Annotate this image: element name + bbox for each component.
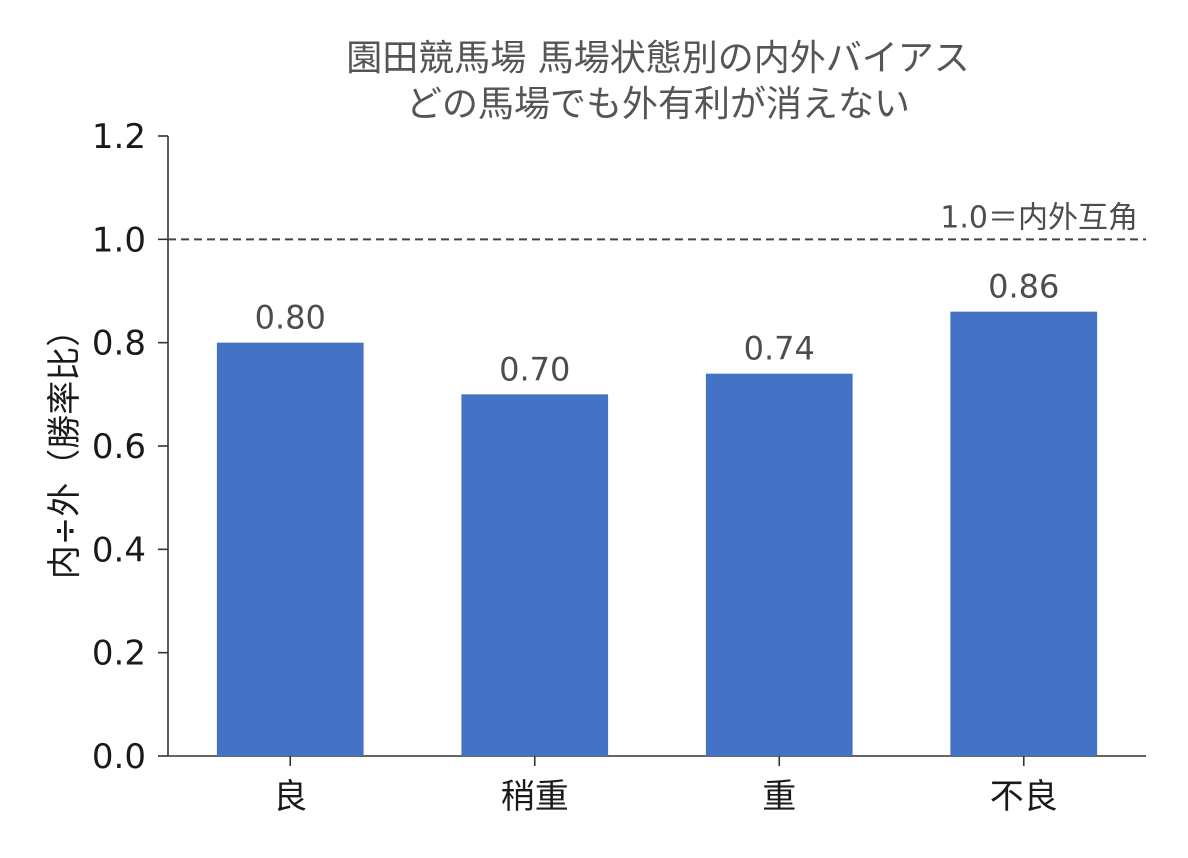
bar-value-label: 0.74 — [744, 330, 815, 368]
reference-line-label: 1.0＝内外互角 — [940, 200, 1138, 235]
y-tick-label: 0.2 — [92, 634, 146, 674]
data-labels: 0.80 0.70 0.74 0.86 — [255, 268, 1060, 389]
x-tick-label: 稍重 — [501, 777, 569, 817]
x-tick-label: 重 — [762, 777, 796, 817]
reference-line-group: 1.0＝内外互角 — [168, 200, 1146, 241]
chart-title: 園田競馬場 馬場状態別の内外バイアス — [346, 38, 969, 79]
bar-4 — [950, 311, 1098, 756]
bar-value-label: 0.86 — [988, 268, 1059, 306]
y-tick-label: 1.2 — [92, 117, 146, 157]
bar-1 — [216, 342, 364, 756]
y-tick-label: 1.0 — [92, 220, 146, 260]
chart-title-group: 園田競馬場 馬場状態別の内外バイアス どの馬場でも外有利が消えない — [346, 38, 969, 125]
x-tick-label: 良 — [273, 777, 307, 817]
y-tick-label: 0.0 — [92, 737, 146, 777]
bar-value-label: 0.70 — [499, 350, 570, 388]
y-tick-label: 0.8 — [92, 324, 146, 364]
y-tick-label: 0.4 — [92, 530, 146, 570]
bar-2 — [461, 394, 609, 756]
bars — [216, 311, 1098, 756]
y-tick-label: 0.6 — [92, 427, 146, 467]
bar-3 — [705, 373, 853, 756]
y-axis-label: 内÷外（勝率比） — [45, 313, 85, 580]
bar-value-label: 0.80 — [255, 299, 326, 337]
chart-subtitle: どの馬場でも外有利が消えない — [406, 84, 910, 125]
axes: 0.0 0.2 0.4 0.6 0.8 1.0 1.2 良 稍重 重 不良 — [92, 117, 1146, 817]
x-tick-label: 不良 — [990, 777, 1058, 817]
